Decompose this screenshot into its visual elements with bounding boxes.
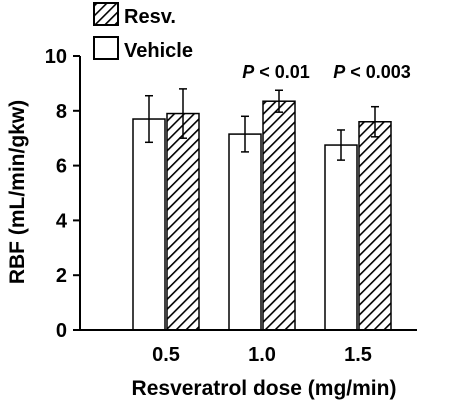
bar-vehicle-2 [324,144,358,331]
annotations: P < 0.01 P < 0.003 [242,62,411,82]
legend-item-resv: Resv. [93,2,176,28]
y-tick-label: 6 [56,156,67,178]
bar-resv-2 [358,121,392,331]
y-tick-label: 0 [56,320,67,342]
error-bar [337,129,345,161]
p-value-annotation: P < 0.01 [242,62,310,82]
error-bar [179,88,187,139]
legend-label-vehicle: Vehicle [124,40,193,62]
bar-resv-0 [166,112,200,331]
error-bar [241,115,249,153]
y-tick-label: 8 [56,101,67,123]
bar-resv-1 [262,100,296,331]
p-value-annotation: P < 0.003 [333,62,411,82]
plot-area [132,88,392,331]
y-axis-ticks: 0 2 4 6 8 10 [45,46,80,342]
legend: Resv. Vehicle [93,2,193,62]
error-bar [371,105,379,138]
error-bar [145,94,153,144]
x-tick-label: 1.5 [344,344,372,366]
bar-vehicle-1 [228,133,262,331]
x-tick-label: 0.5 [152,344,180,366]
legend-swatch-vehicle [93,36,119,60]
y-tick-label: 10 [45,46,67,68]
y-tick-label: 4 [56,210,68,232]
error-bar [275,89,283,113]
legend-swatch-resv [93,2,119,26]
x-tick-label: 1.0 [248,344,276,366]
y-tick-label: 2 [56,265,67,287]
x-axis-title: Resveratrol dose (mg/min) [132,377,397,400]
x-axis-ticks: 0.5 1.0 1.5 [152,344,372,366]
legend-label-resv: Resv. [124,6,176,28]
y-axis-title: RBF (mL/min/gkw) [6,100,29,284]
bar-vehicle-0 [132,118,166,331]
legend-item-vehicle: Vehicle [93,36,193,62]
